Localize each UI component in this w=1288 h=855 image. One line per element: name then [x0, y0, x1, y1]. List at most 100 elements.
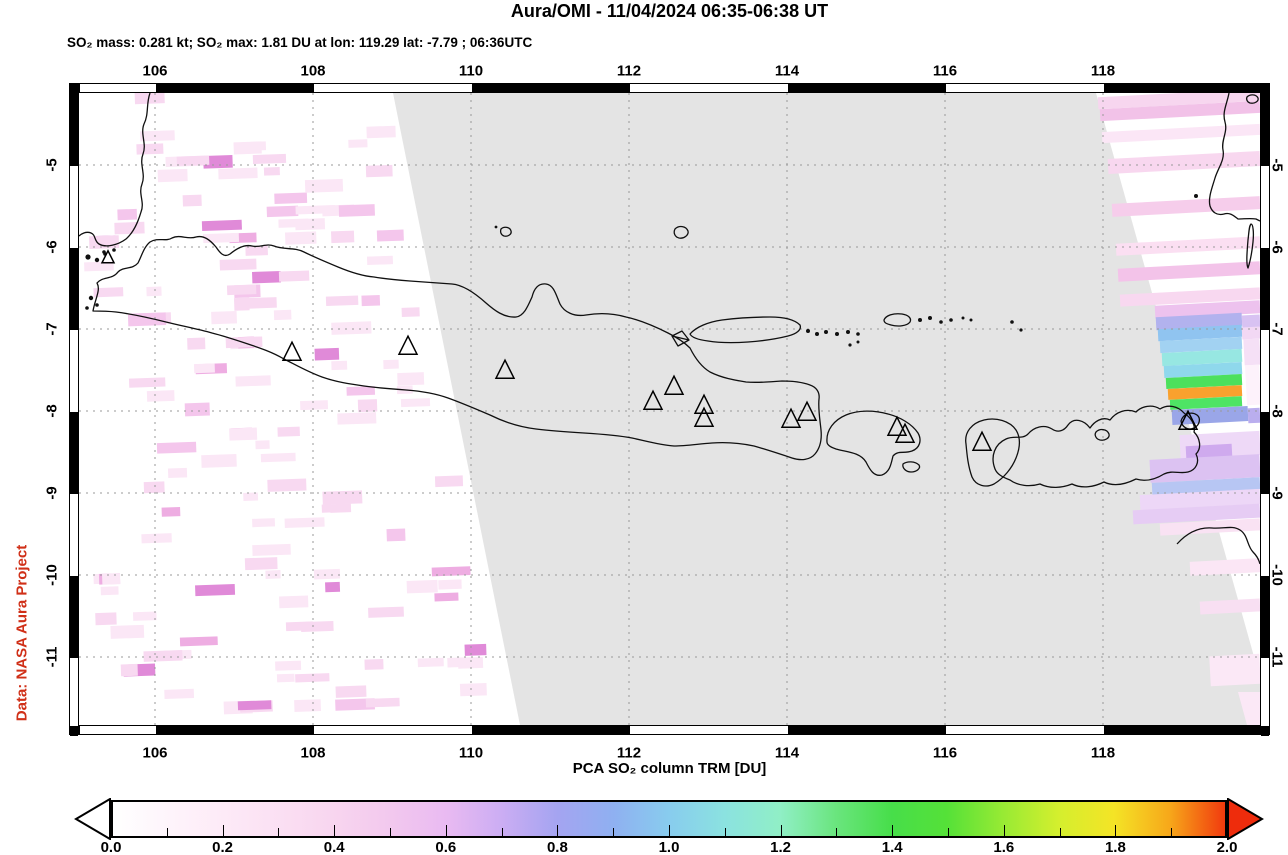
colorbar-tick [948, 828, 949, 836]
so2-band [1244, 364, 1260, 406]
lat-label-right: -9 [1268, 486, 1286, 500]
noise-pixel [140, 130, 175, 142]
noise-pixel [265, 570, 281, 579]
noise-pixel [167, 467, 188, 479]
noise-pixel [219, 258, 257, 271]
colorbar-tick-label: 0.4 [323, 839, 345, 855]
frame-left-segment [70, 84, 78, 94]
noise-pixel [203, 232, 240, 244]
noise-pixel [330, 503, 352, 513]
islet [949, 318, 953, 322]
lon-label-bottom: 108 [300, 744, 326, 762]
noise-pixel [459, 682, 487, 697]
so2-band [1159, 336, 1243, 354]
so2-band [1101, 123, 1260, 144]
colorbar-tick-label: 1.4 [881, 839, 903, 855]
so2-band [1241, 326, 1260, 340]
islet [102, 250, 106, 254]
colorbar-tick [557, 825, 559, 836]
swath-corner-pink [1238, 692, 1260, 725]
volcano-marker [780, 407, 802, 428]
noise-pixel [300, 621, 334, 632]
noise-pixel [348, 139, 368, 148]
islet [1019, 328, 1023, 332]
coastline [673, 225, 689, 239]
so2-band [1115, 236, 1260, 256]
noise-pixel [397, 372, 425, 386]
colorbar-tick-label: 1.2 [770, 839, 792, 855]
noise-pixel [295, 673, 330, 683]
noise-pixel [229, 427, 258, 441]
volcano-marker [796, 400, 818, 421]
noise-pixel [201, 453, 237, 468]
lon-label-bottom: 112 [616, 744, 642, 762]
noise-pixel [325, 581, 341, 593]
noise-pixel [267, 478, 307, 492]
lon-label-bottom: 110 [458, 744, 484, 762]
noise-pixel [273, 309, 292, 321]
volcano-marker [663, 374, 685, 395]
noise-pixel [146, 390, 175, 402]
noise-pixel [161, 506, 181, 517]
frame-left-segment [70, 576, 78, 658]
volcano-marker [1177, 409, 1199, 430]
noise-pixel [252, 518, 276, 528]
plot-title: Aura/OMI - 11/04/2024 06:35-06:38 UT [510, 1, 829, 21]
coastline [79, 93, 151, 247]
map-area [79, 93, 1260, 725]
lat-label-right: -5 [1268, 158, 1286, 172]
coastline [689, 316, 802, 344]
noise-pixel [331, 230, 355, 244]
frame-left [69, 83, 79, 736]
frame-right-segment [1261, 248, 1269, 330]
colorbar-tick [166, 828, 168, 836]
noise-pixel [361, 294, 381, 307]
noise-pixel [237, 700, 272, 711]
colorbar-tick [892, 825, 894, 836]
islet [85, 254, 91, 260]
islet [815, 332, 819, 336]
colorbar-tick-label: 1.8 [1104, 839, 1126, 855]
lon-label-bottom: 118 [1090, 744, 1116, 762]
noise-pixel [203, 154, 233, 169]
frame-left-segment [70, 494, 78, 576]
colorbar-tick [613, 828, 615, 836]
noise-pixel [179, 636, 218, 647]
noise-pixel [233, 297, 250, 311]
colorbar-tick-label: 0.0 [100, 839, 122, 855]
frame-top-segment [788, 84, 946, 92]
volcano-marker [494, 358, 516, 379]
noise-pixel [263, 167, 280, 176]
islet [94, 257, 100, 263]
map-canvas [79, 93, 1260, 725]
noise-pixel [252, 271, 281, 284]
noise-pixel [275, 660, 302, 671]
so2-band [1161, 348, 1243, 367]
noise-pixel [164, 688, 195, 700]
so2-band [1099, 100, 1260, 122]
frame-top-segment [630, 84, 788, 92]
noise-pixel [146, 286, 162, 297]
noise-pixel [376, 229, 404, 242]
volcano-marker [894, 422, 916, 443]
noise-pixel [143, 650, 183, 662]
frame-top [69, 83, 1271, 93]
noise-pixel [187, 337, 206, 350]
coastline [883, 313, 912, 327]
lat-label-right: -7 [1268, 322, 1286, 336]
plot-subtitle: SO₂ mass: 0.281 kt; SO₂ max: 1.81 DU at … [67, 35, 533, 50]
colorbar-tick-label: 1.0 [658, 839, 680, 855]
frame-right-segment [1261, 726, 1269, 736]
islet [928, 316, 932, 320]
frame-top-segment [80, 84, 156, 92]
so2-band [1149, 454, 1260, 483]
lon-label-top: 112 [616, 62, 642, 80]
frame-top-segment [946, 84, 1104, 92]
noise-pixel [143, 481, 165, 494]
noise-pixel [278, 270, 310, 282]
colorbar-tick [1171, 828, 1173, 836]
noise-pixel [260, 452, 296, 463]
lat-label-left: -8 [43, 404, 61, 418]
frame-right-segment [1261, 494, 1269, 576]
so2-band [1199, 598, 1260, 615]
